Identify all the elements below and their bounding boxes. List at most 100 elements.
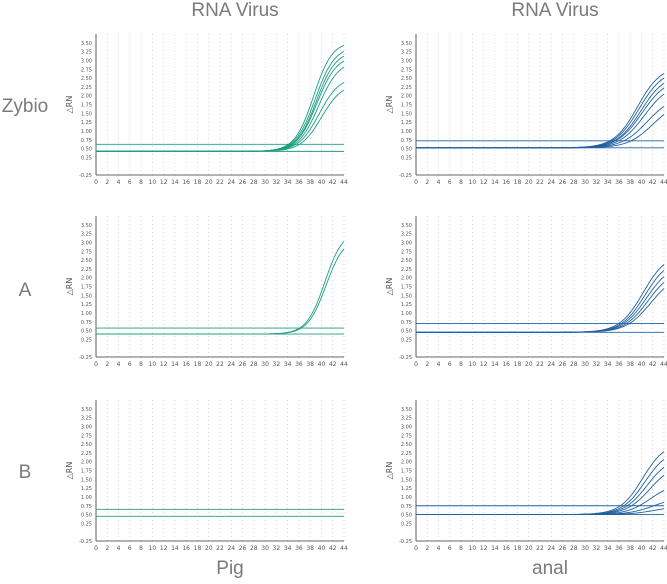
y-tick-label: 0.50 (81, 513, 92, 519)
x-tick-label: 20 (525, 361, 533, 368)
x-tick-label: 38 (306, 545, 314, 552)
y-tick-label: 1.00 (401, 129, 412, 135)
x-tick-label: 42 (329, 545, 337, 552)
x-tick-label: 40 (638, 179, 646, 186)
x-tick-label: 22 (216, 179, 224, 186)
x-tick-label: 38 (306, 361, 314, 368)
x-tick-label: 6 (448, 545, 452, 552)
x-tick-label: 36 (295, 545, 303, 552)
x-tick-label: 38 (626, 179, 634, 186)
x-tick-label: 26 (559, 545, 567, 552)
x-tick-label: 8 (139, 545, 143, 552)
amplification-curve (416, 490, 665, 516)
x-tick-label: 26 (239, 179, 247, 186)
x-tick-label: 44 (340, 361, 348, 368)
y-tick-label: 0.50 (81, 329, 92, 335)
x-tick-label: 34 (284, 179, 292, 186)
x-tick-label: 36 (295, 179, 303, 186)
y-tick-label: 1.50 (401, 293, 412, 299)
y-tick-label: 0.75 (401, 320, 412, 326)
x-tick-label: 6 (128, 361, 132, 368)
x-tick-label: 0 (414, 179, 418, 186)
x-tick-label: 6 (448, 361, 452, 368)
y-tick-label: 2.00 (81, 460, 92, 466)
x-tick-label: 34 (284, 545, 292, 552)
amplification-curve (96, 82, 345, 152)
y-tick-label: 0.25 (401, 521, 412, 527)
y-tick-label: 3.25 (401, 416, 412, 422)
x-tick-label: 12 (480, 361, 488, 368)
y-tick-label: 1.00 (81, 311, 92, 317)
x-tick-label: 8 (459, 361, 463, 368)
x-tick-label: 16 (502, 361, 510, 368)
y-tick-label: 2.50 (81, 258, 92, 264)
x-tick-label: 24 (227, 179, 235, 186)
x-tick-label: 26 (239, 545, 247, 552)
y-tick-label: 0.75 (81, 504, 92, 510)
y-tick-label: 1.25 (401, 120, 412, 126)
y-tick-label: 3.50 (81, 223, 92, 229)
x-tick-label: 8 (139, 361, 143, 368)
y-tick-label: 1.25 (401, 302, 412, 308)
x-tick-label: 10 (149, 179, 157, 186)
y-tick-label: 2.75 (401, 433, 412, 439)
x-tick-label: 22 (216, 361, 224, 368)
x-tick-label: 16 (182, 545, 190, 552)
x-tick-label: 38 (626, 545, 634, 552)
x-tick-label: 40 (638, 361, 646, 368)
x-tick-label: 16 (182, 361, 190, 368)
y-tick-label: 3.00 (81, 58, 92, 64)
y-tick-label: 0.50 (401, 147, 412, 153)
y-tick-label: 3.50 (81, 407, 92, 413)
x-tick-label: 28 (570, 179, 578, 186)
x-tick-label: 16 (502, 179, 510, 186)
x-tick-label: 2 (425, 545, 429, 552)
amplification-curve (416, 288, 665, 333)
x-tick-label: 36 (295, 361, 303, 368)
x-tick-label: 26 (239, 361, 247, 368)
x-tick-label: 34 (604, 545, 612, 552)
x-tick-label: 0 (94, 361, 98, 368)
x-tick-label: 24 (227, 361, 235, 368)
y-tick-label: 1.25 (401, 486, 412, 492)
x-tick-label: 6 (448, 179, 452, 186)
x-tick-label: 0 (94, 545, 98, 552)
x-tick-label: 2 (105, 545, 109, 552)
x-tick-label: 40 (318, 179, 326, 186)
chart-panel-b-pig: -0.25 0.25 0.50 0.75 1.00 1.25 1.50 1.75 2.00 2.2… (65, 400, 348, 552)
x-tick-label: 12 (160, 545, 168, 552)
y-tick-label: 0.25 (401, 337, 412, 343)
x-tick-label: 22 (536, 179, 544, 186)
amplification-curve (416, 451, 665, 516)
y-tick-label: 1.50 (401, 477, 412, 483)
x-tick-label: 8 (459, 179, 463, 186)
y-tick-label: 3.25 (401, 232, 412, 238)
y-tick-label: -0.25 (399, 539, 412, 545)
y-tick-label: -0.25 (399, 173, 412, 179)
x-tick-label: 28 (570, 361, 578, 368)
x-tick-label: 30 (581, 179, 589, 186)
x-tick-label: 30 (581, 361, 589, 368)
x-tick-label: 30 (261, 545, 269, 552)
x-tick-label: 14 (491, 179, 499, 186)
x-tick-label: 30 (581, 545, 589, 552)
amplification-curve (416, 466, 665, 516)
x-tick-label: 24 (547, 545, 555, 552)
y-tick-label: 1.50 (81, 477, 92, 483)
x-tick-label: 2 (425, 179, 429, 186)
x-tick-label: 6 (128, 179, 132, 186)
x-tick-label: 40 (318, 361, 326, 368)
y-tick-label: 0.75 (401, 504, 412, 510)
y-tick-label: 2.50 (81, 442, 92, 448)
row-label-a: A (18, 280, 32, 301)
row-label-zybio: Zybio (1, 96, 49, 117)
y-axis-label: △RN (65, 278, 74, 296)
y-tick-label: 1.75 (81, 469, 92, 475)
y-tick-label: 2.50 (401, 442, 412, 448)
y-axis-label: △RN (385, 462, 394, 480)
y-tick-label: 3.00 (81, 240, 92, 246)
chart-panel-b-anal: -0.25 0.25 0.50 0.75 1.00 1.25 1.50 1.75 2.00 2.2… (385, 400, 667, 552)
y-tick-label: 2.50 (401, 258, 412, 264)
x-tick-label: 10 (469, 545, 477, 552)
y-tick-label: 2.25 (401, 267, 412, 273)
